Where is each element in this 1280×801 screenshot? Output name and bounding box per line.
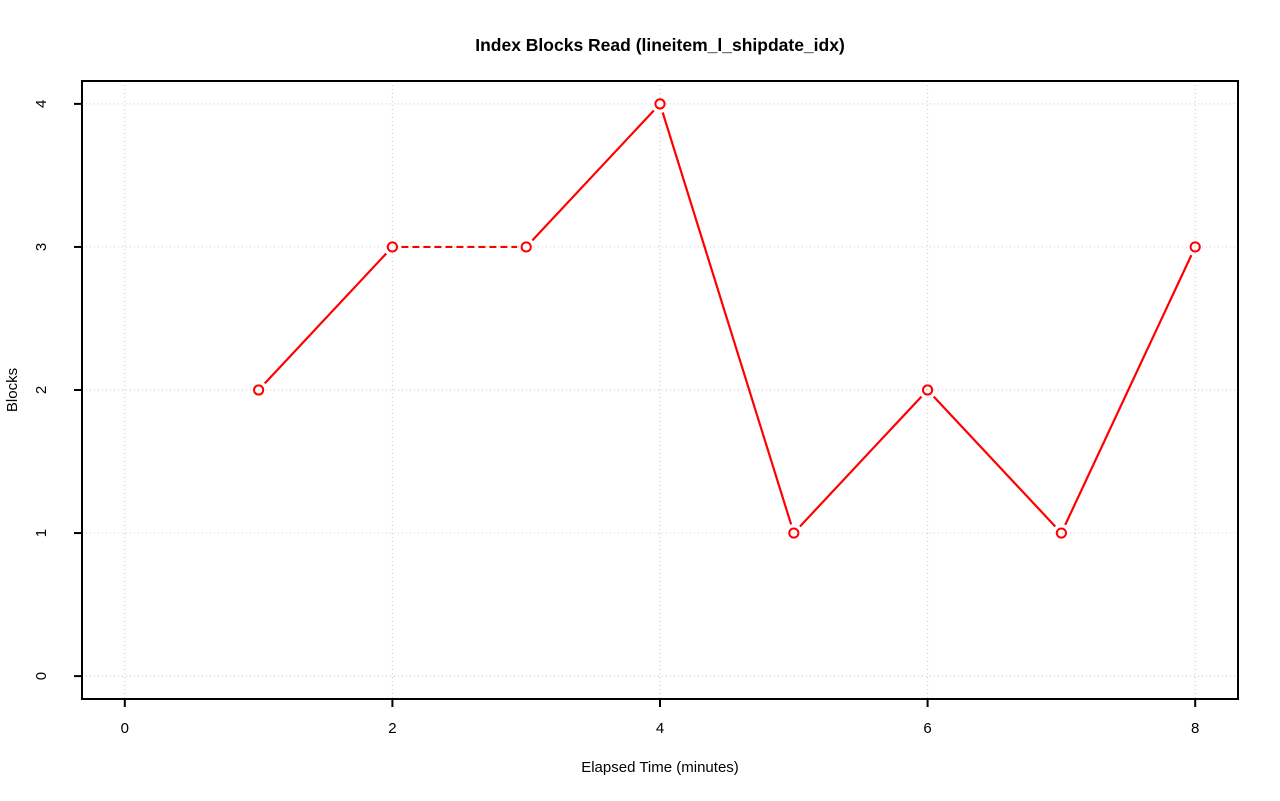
line-segment [661,112,793,525]
grid-layer [82,81,1238,699]
data-point [1055,527,1067,539]
data-point [788,527,800,539]
data-point [921,384,934,396]
line-segment [263,252,388,385]
line-segment [531,109,655,242]
line-series [253,98,1201,539]
chart-title: Index Blocks Read (lineitem_l_shipdate_i… [475,35,845,55]
data-point [654,98,666,110]
x-tick-label: 2 [388,720,396,737]
x-tick-label: 4 [656,720,664,737]
data-point [520,241,532,253]
y-tick-label: 2 [33,386,50,394]
y-tick-label: 1 [33,529,50,537]
data-point [1189,241,1201,253]
y-tick-label: 0 [33,672,50,680]
y-tick-label: 3 [33,243,50,251]
data-point [386,241,399,253]
x-tick-label: 6 [923,720,931,737]
x-tick-label: 8 [1191,720,1199,737]
y-tick-label: 4 [33,100,50,108]
y-axis-label: Blocks [4,368,21,412]
axis-layer: 0 2 4 6 8 0 1 2 3 4 [33,80,1239,737]
line-segment [799,395,923,528]
data-point [253,384,265,396]
x-axis-label: Elapsed Time (minutes) [581,759,739,776]
line-segment [932,395,1057,528]
x-tick-label: 0 [121,720,129,737]
line-segment [1064,254,1193,526]
